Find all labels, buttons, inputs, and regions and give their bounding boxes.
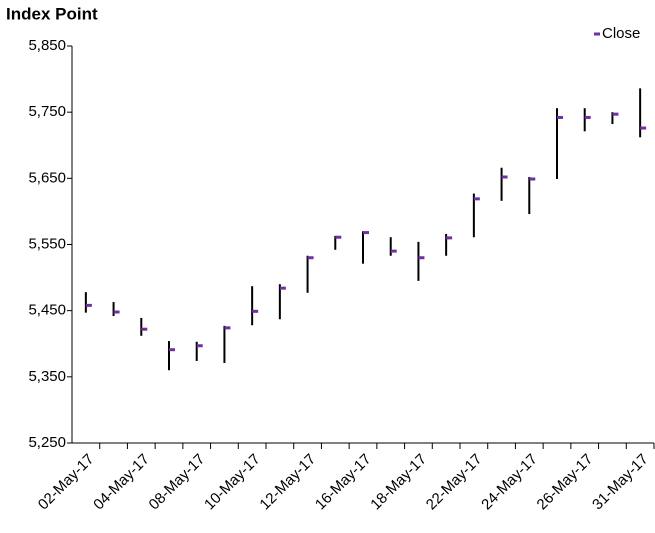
y-tick-label: 5,550: [28, 235, 66, 252]
y-tick-label: 5,350: [28, 368, 66, 385]
y-tick-label: 5,850: [28, 37, 66, 54]
legend-label: Close: [602, 25, 640, 42]
x-tick-label: 10-May-17: [201, 451, 264, 514]
x-tick-label: 12-May-17: [256, 451, 319, 514]
x-tick-label: 04-May-17: [90, 451, 153, 514]
x-tick-label: 16-May-17: [312, 451, 375, 514]
y-tick-label: 5,450: [28, 302, 66, 319]
x-tick-label: 08-May-17: [146, 451, 209, 514]
x-tick-label: 31-May-17: [589, 451, 652, 514]
x-tick-label: 02-May-17: [35, 451, 98, 514]
chart-title: Index Point: [6, 4, 98, 23]
x-tick-label: 26-May-17: [534, 451, 597, 514]
y-tick-label: 5,650: [28, 169, 66, 186]
y-tick-label: 5,750: [28, 103, 66, 120]
x-tick-label: 24-May-17: [478, 451, 541, 514]
x-tick-label: 22-May-17: [423, 451, 486, 514]
x-tick-label: 18-May-17: [367, 451, 430, 514]
y-tick-label: 5,250: [28, 434, 66, 451]
